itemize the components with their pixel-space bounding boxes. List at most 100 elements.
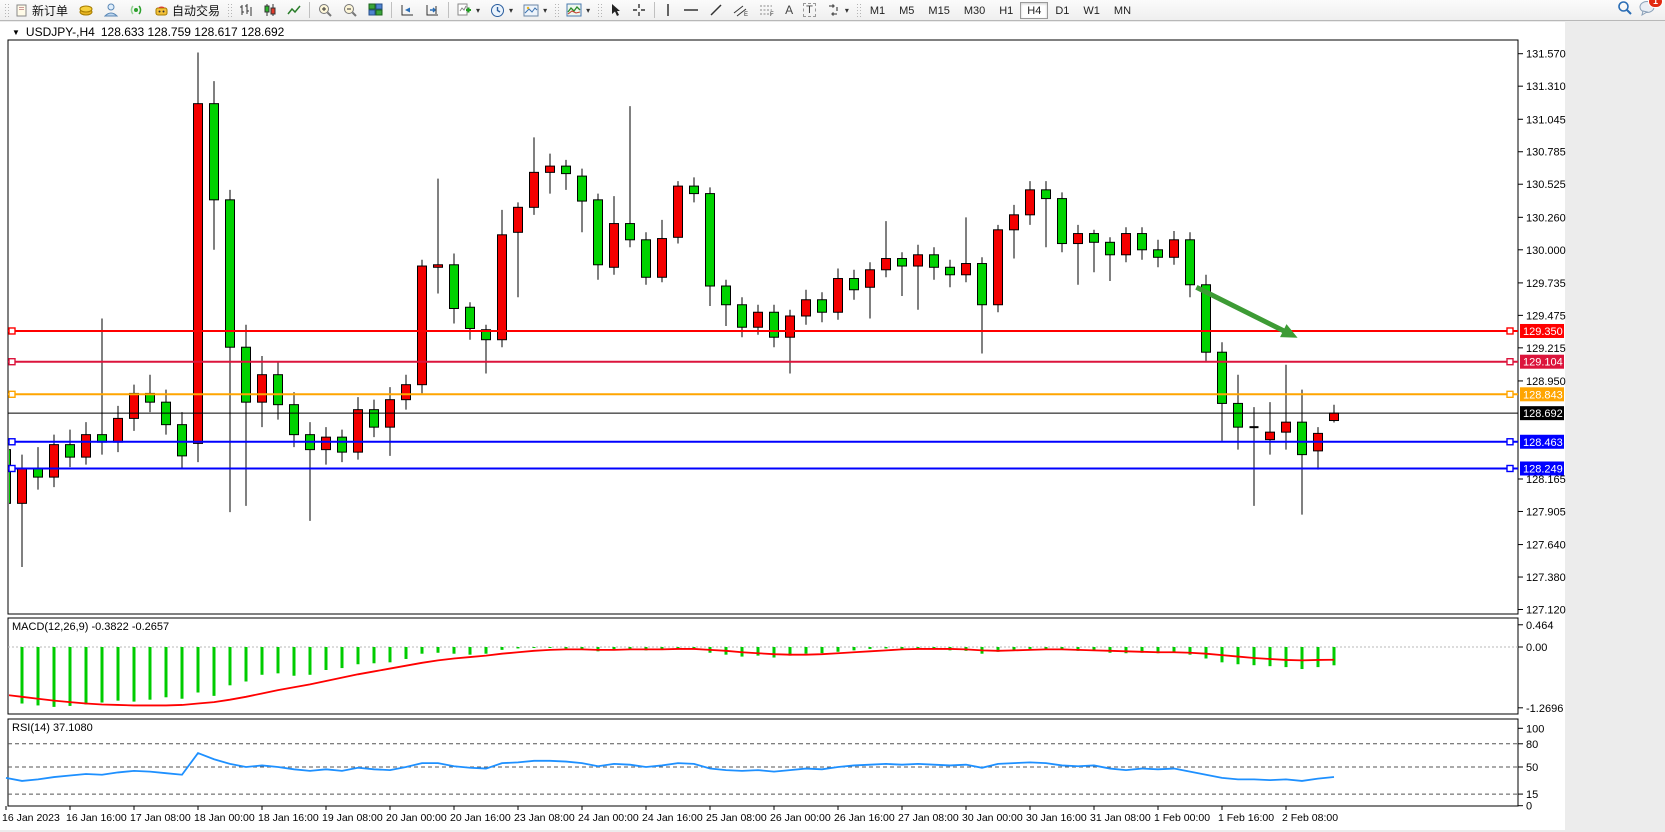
auto-trading-button[interactable]: 自动交易 <box>149 1 225 20</box>
candle[interactable] <box>401 374 411 410</box>
template-button[interactable]: ▾ <box>561 1 595 20</box>
tile-windows-button[interactable] <box>363 1 388 20</box>
timeframe-button-h1[interactable]: H1 <box>999 4 1014 17</box>
line-handle[interactable] <box>8 358 16 366</box>
timeframe-button-m15[interactable]: M15 <box>928 4 950 17</box>
candle[interactable] <box>897 252 907 297</box>
candle[interactable] <box>449 253 459 324</box>
label-tool-button[interactable]: T <box>798 1 821 20</box>
candle[interactable] <box>1249 407 1259 506</box>
candle[interactable] <box>481 324 491 374</box>
toolbar-grip[interactable] <box>597 3 603 17</box>
candle[interactable] <box>961 217 971 283</box>
candle[interactable] <box>1025 181 1035 225</box>
line-handle[interactable] <box>1506 327 1514 335</box>
candle[interactable] <box>1041 181 1051 248</box>
candle[interactable] <box>849 269 859 300</box>
candle[interactable] <box>1105 237 1115 282</box>
candle[interactable] <box>1153 239 1163 268</box>
candle[interactable] <box>225 189 235 513</box>
line-handle[interactable] <box>8 438 16 446</box>
search-icon[interactable] <box>1617 0 1633 21</box>
collapse-icon[interactable]: ▼ <box>12 27 20 37</box>
candle[interactable] <box>497 209 507 348</box>
line-handle[interactable] <box>8 464 16 473</box>
candle[interactable] <box>785 309 795 374</box>
line-handle[interactable] <box>1506 464 1514 473</box>
line-chart-button[interactable] <box>282 1 306 20</box>
candle[interactable] <box>369 399 379 438</box>
hline-tool-button[interactable] <box>678 1 704 20</box>
candle[interactable] <box>1265 402 1275 455</box>
candle[interactable] <box>641 232 651 285</box>
candle[interactable] <box>1137 227 1147 260</box>
new-order-button[interactable]: 新订单 <box>11 1 73 20</box>
candle[interactable] <box>769 304 779 348</box>
candle[interactable] <box>753 304 763 335</box>
candle[interactable] <box>433 178 443 294</box>
channel-tool-button[interactable]: E <box>728 1 754 20</box>
candlestick-series[interactable] <box>2 52 1339 568</box>
candle[interactable] <box>657 219 667 283</box>
bar-chart-button[interactable] <box>234 1 258 20</box>
candle[interactable] <box>689 177 699 203</box>
notifications-icon[interactable]: 1 <box>1639 0 1663 21</box>
timeframe-button-m1[interactable]: M1 <box>869 4 886 17</box>
candle[interactable] <box>609 196 619 275</box>
shapes-tool-button[interactable]: ▾ <box>821 1 854 20</box>
candle[interactable] <box>465 302 475 340</box>
candle[interactable] <box>1073 224 1083 285</box>
candle[interactable] <box>625 106 635 248</box>
timeframe-button-h4[interactable]: H4 <box>1020 1 1049 19</box>
candle[interactable] <box>273 362 283 420</box>
candle[interactable] <box>193 52 203 463</box>
candle[interactable] <box>49 434 59 488</box>
timeframe-button-w1[interactable]: W1 <box>1083 4 1100 17</box>
candle[interactable] <box>545 153 555 194</box>
candle[interactable] <box>577 168 587 233</box>
candle[interactable] <box>817 292 827 323</box>
candle[interactable] <box>1281 364 1291 450</box>
candle[interactable] <box>337 429 347 463</box>
new-chart-button[interactable]: ▾ <box>452 1 485 20</box>
candle[interactable] <box>993 224 1003 313</box>
candle[interactable] <box>1009 204 1019 259</box>
timeframe-button-m5[interactable]: M5 <box>899 4 915 17</box>
snapshot-button[interactable]: ▾ <box>518 1 552 20</box>
timeframe-button-d1[interactable]: D1 <box>1055 4 1070 17</box>
trendline-tool-button[interactable] <box>704 1 728 20</box>
chart-shift-button[interactable] <box>420 1 445 20</box>
text-tool-button[interactable]: A <box>780 1 798 20</box>
candle[interactable] <box>801 289 811 325</box>
candle[interactable] <box>1121 227 1131 263</box>
toolbar-grip[interactable] <box>554 3 560 17</box>
signal-button[interactable] <box>124 1 149 20</box>
candle[interactable] <box>81 422 91 465</box>
line-handle[interactable] <box>1506 438 1514 446</box>
candle[interactable] <box>929 247 939 280</box>
line-handle[interactable] <box>8 390 16 399</box>
candle[interactable] <box>529 137 539 215</box>
timeframe-button-mn[interactable]: MN <box>1113 4 1132 17</box>
zoom-out-button[interactable] <box>338 1 363 20</box>
candle[interactable] <box>721 279 731 326</box>
timeframe-button-m30[interactable]: M30 <box>963 4 986 17</box>
candle[interactable] <box>945 259 955 288</box>
toolbar-grip[interactable] <box>855 3 861 17</box>
zoom-in-button[interactable] <box>313 1 338 20</box>
candle[interactable] <box>177 412 187 469</box>
candle[interactable] <box>513 202 523 298</box>
line-handle[interactable] <box>1506 390 1514 399</box>
candle[interactable] <box>289 392 299 448</box>
toolbar-grip[interactable] <box>227 3 233 17</box>
toolbar-grip[interactable] <box>4 3 9 17</box>
candle[interactable] <box>673 181 683 244</box>
line-handle[interactable] <box>1506 358 1514 366</box>
candle[interactable] <box>353 397 363 460</box>
period-button[interactable]: ▾ <box>485 1 518 20</box>
vline-tool-button[interactable] <box>658 1 678 20</box>
line-handle[interactable] <box>8 327 16 335</box>
cursor-tool-button[interactable] <box>604 1 627 20</box>
candle[interactable] <box>257 355 267 428</box>
candle[interactable] <box>833 268 843 320</box>
